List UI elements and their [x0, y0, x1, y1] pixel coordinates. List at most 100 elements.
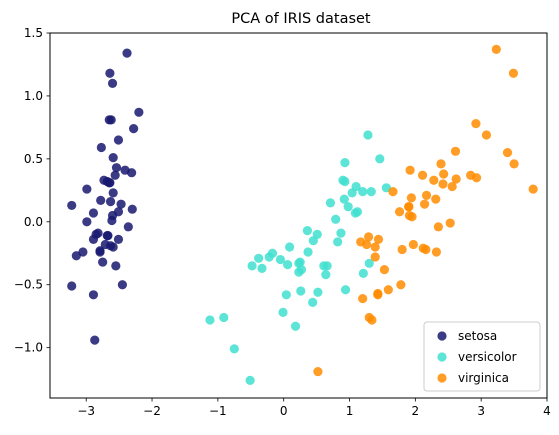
point-virginica-17: [508, 68, 519, 78]
point-versicolor-28: [333, 237, 343, 247]
x-tick-label: 3: [477, 404, 485, 418]
point-versicolor-34: [308, 297, 318, 307]
point-setosa-47: [108, 188, 118, 198]
point-setosa-19: [108, 153, 118, 163]
point-versicolor-49: [319, 261, 329, 271]
point-setosa-36: [82, 184, 92, 194]
point-setosa-46: [111, 261, 121, 271]
y-tick-label: 0.5: [24, 152, 43, 166]
point-versicolor-46: [283, 259, 293, 270]
point-setosa-24: [123, 222, 133, 232]
point-versicolor-29: [257, 263, 267, 273]
point-virginica-18: [528, 184, 538, 194]
point-virginica-34: [396, 280, 406, 290]
chart-title: PCA of IRIS dataset: [231, 11, 371, 27]
point-setosa-22: [67, 200, 77, 211]
point-setosa-7: [105, 197, 116, 207]
point-setosa-38: [90, 335, 100, 345]
point-setosa-15: [122, 48, 132, 58]
point-virginica-29: [436, 159, 446, 169]
point-versicolor-30: [254, 253, 264, 263]
point-versicolor-33: [358, 268, 368, 278]
point-setosa-13: [67, 281, 77, 291]
point-versicolor-41: [336, 228, 346, 238]
point-versicolor-24: [325, 198, 336, 208]
point-setosa-3: [98, 257, 108, 267]
y-tick-label: −0.5: [14, 278, 43, 292]
point-virginica-32: [421, 244, 431, 255]
point-versicolor-31: [247, 261, 257, 271]
point-virginica-48: [404, 202, 414, 212]
point-virginica-11: [397, 244, 407, 255]
x-tick-label: 1: [346, 404, 354, 418]
y-tick-label: 1.5: [24, 26, 43, 40]
point-setosa-35: [88, 208, 99, 218]
point-virginica-36: [419, 199, 430, 209]
x-tick-label: 0: [280, 404, 288, 418]
point-setosa-26: [116, 199, 126, 209]
point-versicolor-43: [219, 312, 229, 323]
point-setosa-30: [108, 242, 118, 252]
legend-box: [423, 321, 541, 392]
point-virginica-30: [466, 170, 476, 180]
x-axis: −3 −2 −1 0 1 2 3 4: [77, 398, 551, 418]
point-versicolor-42: [275, 254, 285, 265]
point-virginica-20: [439, 169, 449, 179]
point-setosa-21: [111, 163, 122, 173]
point-virginica-25: [450, 146, 461, 156]
point-setosa-31: [120, 165, 130, 175]
point-setosa-48: [96, 142, 106, 153]
point-virginica-38: [356, 237, 366, 247]
point-setosa-14: [105, 68, 115, 78]
plot-frame: [49, 32, 548, 399]
point-setosa-39: [113, 207, 124, 217]
point-versicolor-45: [285, 242, 295, 252]
point-setosa-27: [110, 170, 120, 180]
point-versicolor-44: [294, 267, 304, 277]
point-versicolor-13: [343, 202, 353, 212]
x-tick-label: −1: [209, 404, 227, 418]
y-tick-label: −1.0: [14, 341, 43, 355]
point-versicolor-26: [366, 186, 376, 197]
point-setosa-25: [113, 234, 124, 245]
point-virginica-40: [431, 194, 441, 204]
point-virginica-2: [451, 174, 461, 184]
point-virginica-42: [373, 290, 383, 300]
x-tick-label: 4: [543, 404, 551, 418]
point-setosa-33: [107, 78, 118, 88]
point-virginica-43: [447, 181, 457, 192]
legend-marker-versicolor: [437, 352, 447, 362]
point-setosa-23: [127, 204, 137, 214]
point-versicolor-18: [340, 285, 351, 295]
point-virginica-12: [421, 190, 432, 200]
point-versicolor-25: [338, 175, 348, 185]
x-tick-label: −2: [143, 404, 161, 418]
point-virginica-45: [406, 193, 416, 203]
point-versicolor-12: [296, 286, 306, 296]
point-versicolor-36: [358, 186, 368, 197]
point-versicolor-35: [331, 214, 341, 224]
point-versicolor-0: [363, 130, 373, 140]
point-virginica-6: [313, 366, 323, 377]
point-virginica-49: [370, 252, 380, 262]
point-virginica-27: [364, 232, 374, 242]
point-versicolor-32: [264, 252, 274, 262]
point-virginica-19: [364, 312, 374, 323]
point-virginica-10: [388, 186, 398, 197]
point-versicolor-7: [229, 344, 239, 354]
point-versicolor-9: [278, 307, 288, 318]
point-virginica-23: [370, 242, 380, 252]
point-versicolor-10: [245, 375, 255, 385]
point-setosa-18: [134, 107, 144, 117]
legend-marker-setosa: [437, 331, 447, 341]
points-layer: [67, 44, 538, 385]
point-versicolor-21: [302, 226, 312, 236]
point-virginica-4: [433, 222, 443, 232]
x-tick-label: −3: [77, 404, 95, 418]
point-setosa-32: [104, 115, 114, 125]
point-virginica-44: [438, 179, 448, 189]
point-virginica-31: [491, 44, 501, 54]
point-versicolor-2: [375, 154, 385, 164]
legend-label-virginica: virginica: [458, 371, 509, 385]
